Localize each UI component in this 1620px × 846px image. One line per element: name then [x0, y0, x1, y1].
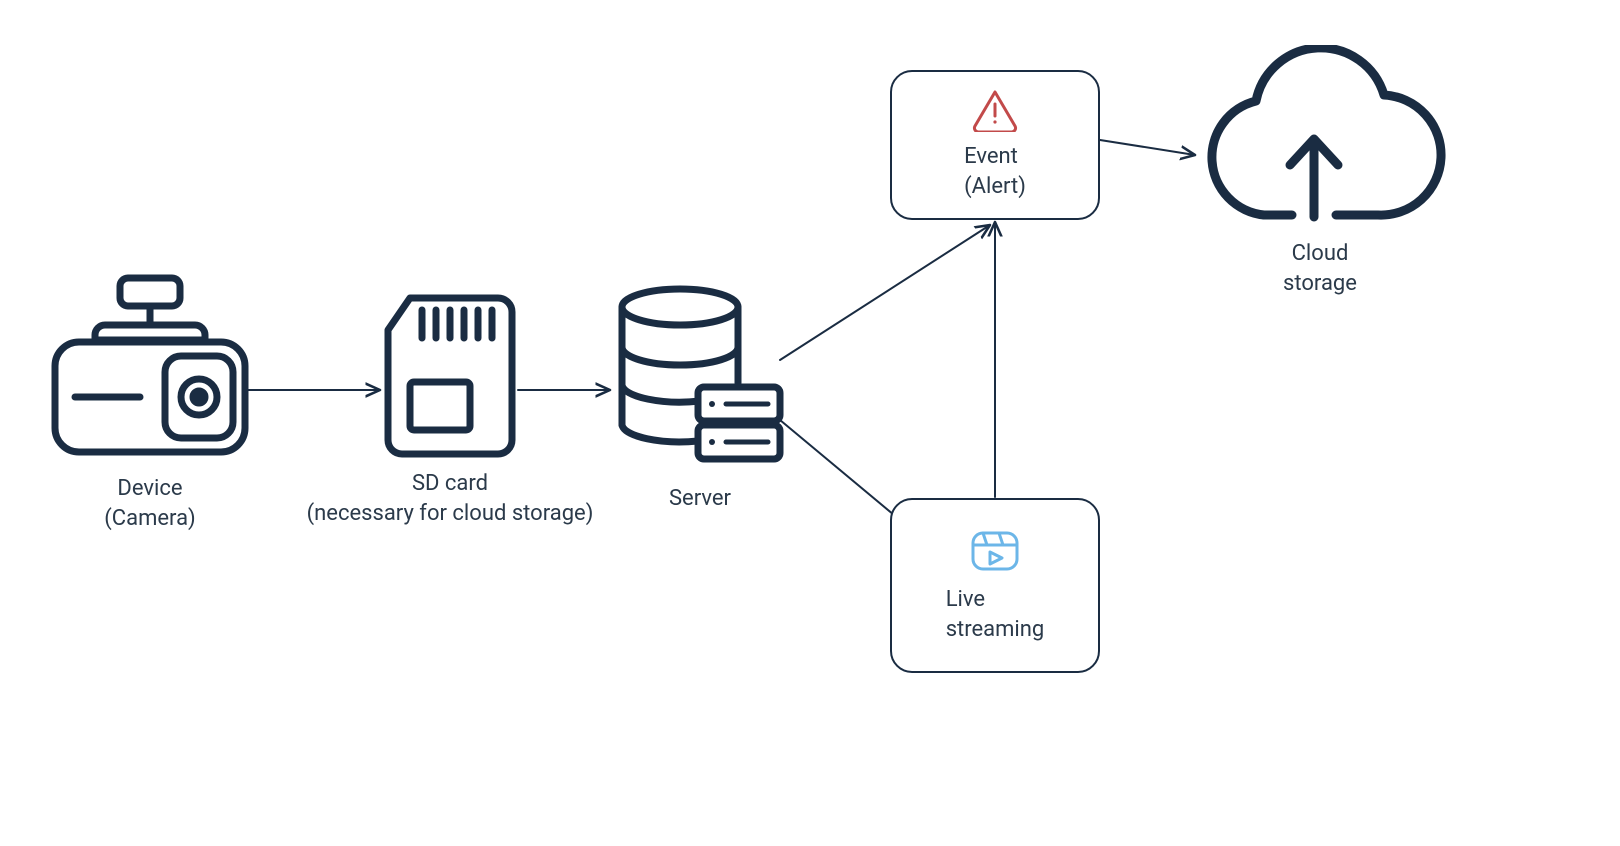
node-sdcard: SD card (necessary for cloud storage) — [300, 290, 600, 528]
cloud-upload-icon — [1190, 220, 1450, 239]
node-cloud: Cloud storage — [1190, 45, 1450, 298]
cloud-label: Cloud storage — [1190, 239, 1450, 298]
alert-icon — [971, 88, 1019, 136]
node-event: Event (Alert) — [890, 70, 1100, 220]
device-label: Device (Camera) — [40, 474, 260, 533]
live-label: Live streaming — [946, 585, 1045, 644]
node-server: Server — [610, 285, 790, 514]
edge-event-to-cloud — [1100, 140, 1195, 155]
event-label: Event (Alert) — [964, 142, 1026, 201]
node-device: Device (Camera) — [40, 270, 260, 533]
node-live: Live streaming — [890, 498, 1100, 673]
sdcard-label: SD card (necessary for cloud storage) — [300, 469, 600, 528]
server-icon — [610, 465, 790, 484]
diagram-stage: Device (Camera) SD card (necessary — [0, 0, 1620, 846]
camera-icon — [45, 455, 255, 474]
edge-server-to-event — [780, 225, 990, 360]
sdcard-icon — [380, 450, 520, 469]
live-streaming-icon — [969, 527, 1021, 579]
server-label: Server — [610, 484, 790, 514]
